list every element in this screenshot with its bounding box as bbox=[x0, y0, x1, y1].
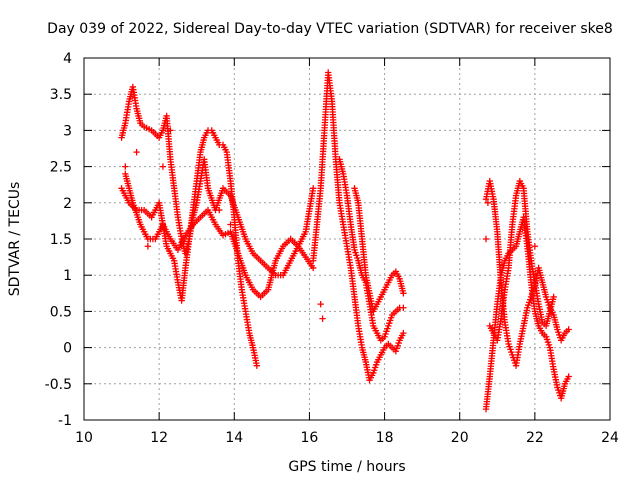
y-tick-label: 4 bbox=[63, 51, 72, 67]
data-point bbox=[122, 163, 129, 170]
data-point bbox=[565, 326, 572, 333]
data-point bbox=[216, 206, 223, 214]
data-point bbox=[565, 373, 572, 380]
data-point bbox=[484, 199, 492, 206]
y-tick-label: 3 bbox=[63, 123, 72, 139]
x-tick-label: 24 bbox=[601, 430, 619, 446]
data-point bbox=[400, 290, 407, 297]
data-point bbox=[227, 221, 234, 228]
data-point bbox=[167, 127, 174, 134]
data-points bbox=[118, 69, 572, 413]
axis-ticks: 10 12 14 16 18 20 22 24 -1 -0.5 0 0.5 1 1.5 2 2.5 3 3.5 4 bbox=[45, 51, 619, 446]
data-point bbox=[309, 264, 317, 272]
data-point bbox=[253, 362, 261, 369]
data-point bbox=[159, 163, 167, 170]
x-axis-label: GPS time / hours bbox=[288, 459, 405, 475]
y-axis-label: SDTVAR / TECUs bbox=[7, 182, 23, 297]
x-tick-label: 16 bbox=[301, 430, 319, 446]
x-tick-label: 22 bbox=[526, 430, 544, 446]
x-tick-label: 12 bbox=[150, 430, 168, 446]
y-tick-label: -1 bbox=[58, 413, 72, 429]
y-tick-label: 0.5 bbox=[50, 304, 72, 320]
data-point bbox=[400, 329, 407, 337]
x-tick-label: 14 bbox=[225, 430, 243, 446]
x-tick-label: 18 bbox=[376, 430, 394, 446]
data-point bbox=[550, 293, 557, 301]
data-point bbox=[531, 243, 539, 250]
chart-title: Day 039 of 2022, Sidereal Day-to-day VTE… bbox=[47, 21, 613, 37]
data-point bbox=[482, 235, 490, 243]
grid bbox=[84, 58, 610, 420]
y-tick-label: 2 bbox=[63, 196, 72, 212]
data-point bbox=[527, 257, 535, 264]
y-tick-label: 3.5 bbox=[50, 87, 72, 103]
y-tick-label: 0 bbox=[63, 341, 72, 357]
data-point bbox=[400, 304, 407, 311]
data-point bbox=[309, 185, 317, 192]
y-tick-label: 1 bbox=[63, 268, 72, 284]
data-point bbox=[317, 300, 324, 308]
y-tick-label: -0.5 bbox=[45, 377, 72, 393]
data-point bbox=[319, 315, 326, 322]
x-tick-label: 10 bbox=[75, 430, 93, 446]
x-tick-label: 20 bbox=[451, 430, 469, 446]
y-tick-label: 2.5 bbox=[50, 160, 72, 176]
data-point bbox=[133, 148, 140, 156]
y-tick-label: 1.5 bbox=[50, 232, 72, 248]
data-point bbox=[144, 243, 152, 250]
